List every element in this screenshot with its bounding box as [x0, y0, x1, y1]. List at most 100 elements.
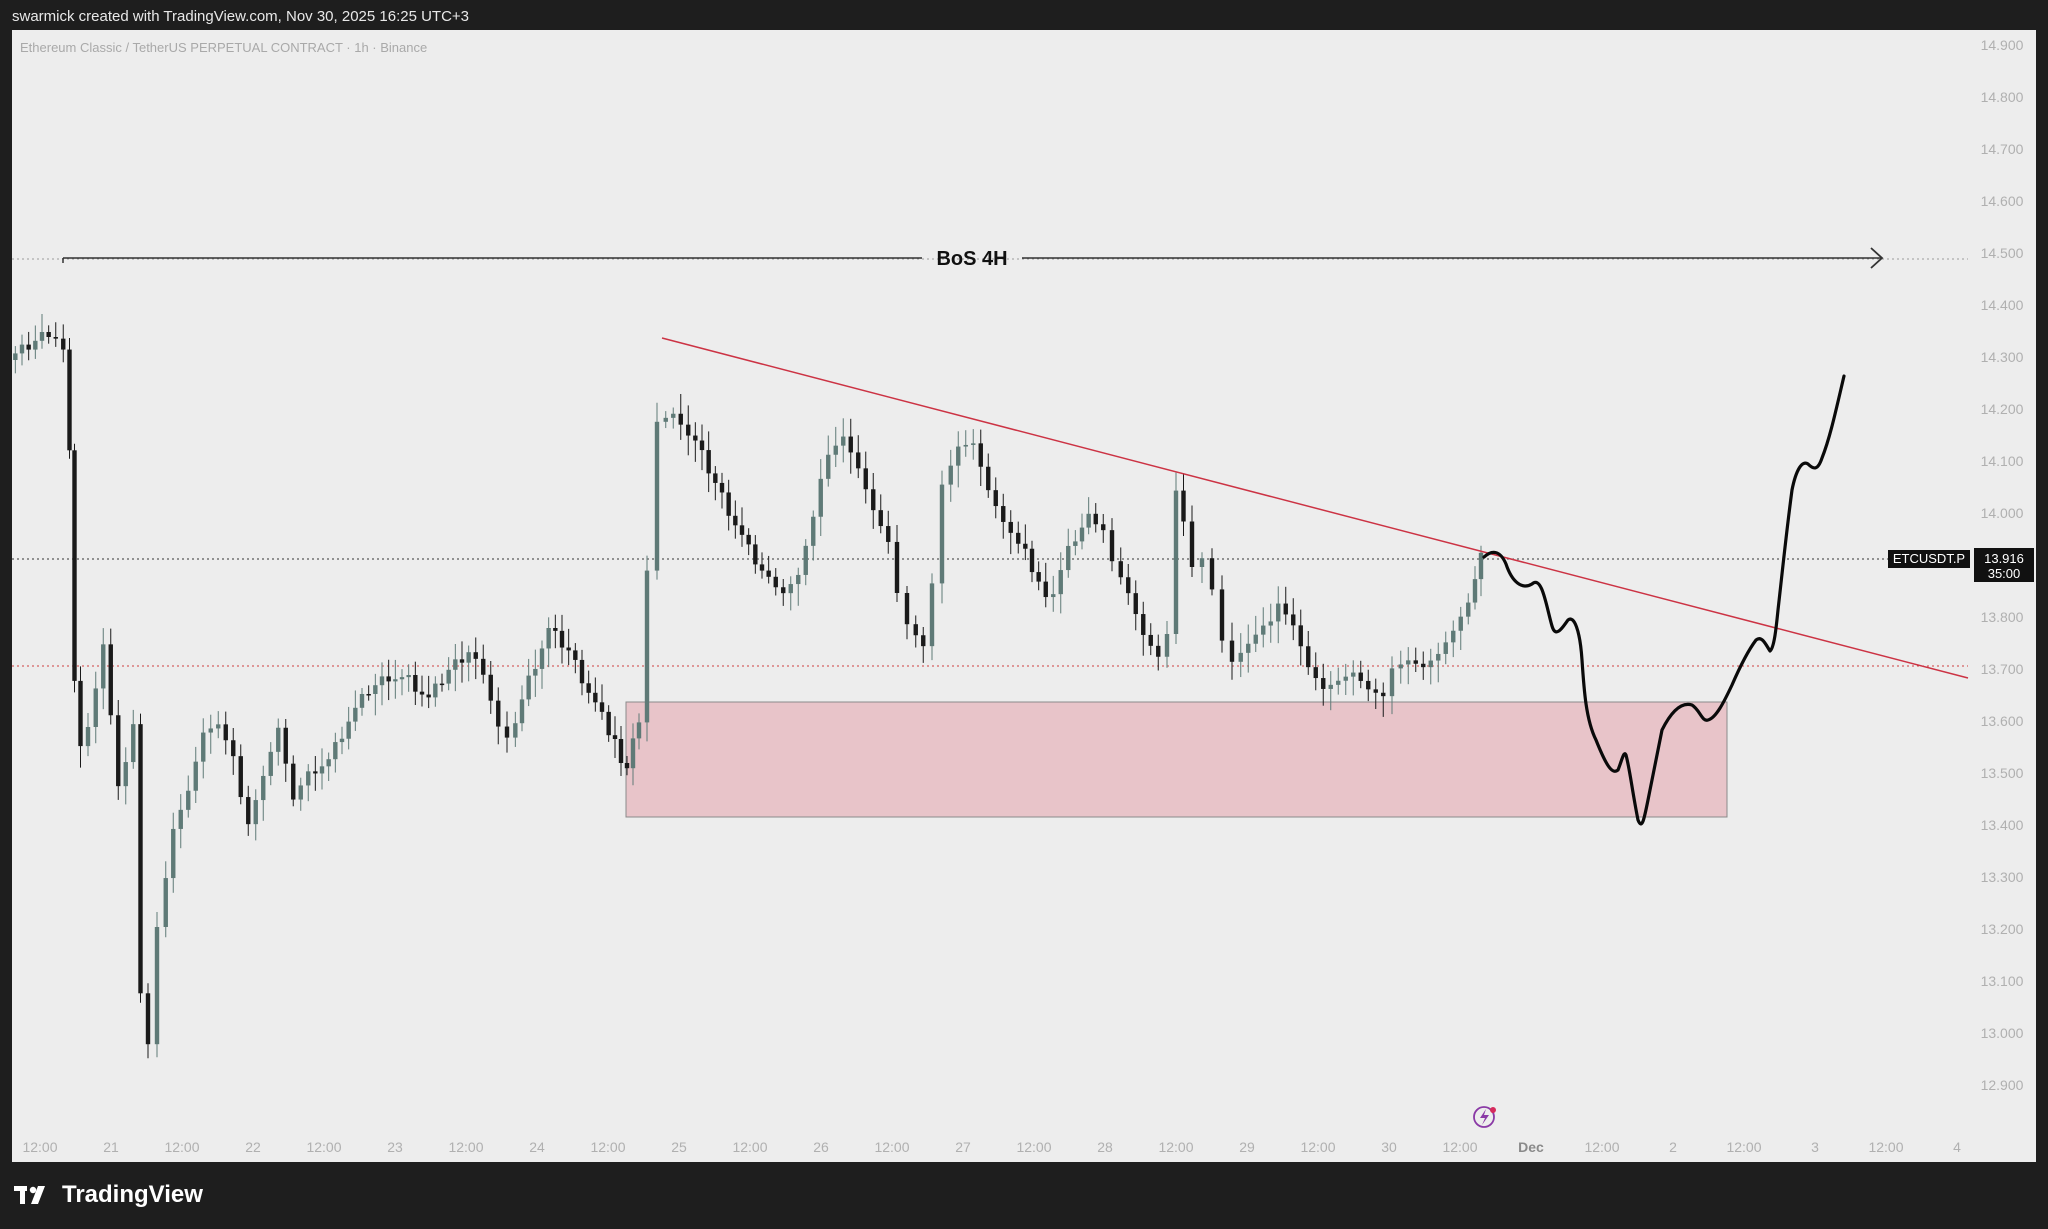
- lightning-icon[interactable]: [1473, 1106, 1496, 1128]
- candle-body: [283, 727, 288, 764]
- candle-body: [138, 724, 143, 994]
- candle-body: [373, 685, 378, 694]
- projected-price-path[interactable]: [1482, 374, 1846, 826]
- candle-body: [504, 726, 510, 738]
- candle-body: [93, 688, 98, 727]
- candle-body: [1351, 672, 1356, 677]
- candle-body: [693, 435, 698, 441]
- price-axis-label: 13.100: [1981, 973, 2024, 989]
- candle-body: [733, 515, 738, 526]
- candle-body: [663, 417, 668, 422]
- candle-body: [1268, 621, 1273, 626]
- demand-zone-rect[interactable]: [625, 701, 1728, 818]
- candle-body: [1398, 664, 1403, 669]
- candle-body: [1073, 541, 1078, 546]
- candle-body: [101, 644, 106, 689]
- candle-body: [630, 738, 636, 769]
- candle-body: [1051, 594, 1056, 598]
- candle-body: [171, 828, 176, 879]
- candle-body: [238, 756, 243, 798]
- candle-body: [33, 340, 38, 350]
- candle-body: [1016, 532, 1021, 544]
- candle-body: [145, 993, 151, 1045]
- candle-body: [636, 722, 642, 739]
- candle-body: [1036, 572, 1041, 582]
- candle-body: [1373, 689, 1378, 693]
- price-axis-label: 14.100: [1981, 453, 2024, 469]
- candle-body: [1141, 614, 1146, 635]
- time-axis-label: 30: [1381, 1139, 1397, 1155]
- time-axis-label: 3: [1811, 1139, 1819, 1155]
- candle-body: [1389, 668, 1395, 697]
- candle-body: [526, 675, 531, 700]
- brand-name: TradingView: [62, 1181, 203, 1208]
- candle-body: [1291, 614, 1296, 626]
- candle-body: [1229, 640, 1235, 662]
- header-bar: swarmick created with TradingView.com, N…: [0, 0, 2048, 30]
- candle-body: [856, 452, 861, 469]
- candle-body: [1298, 625, 1303, 647]
- candle-body: [253, 800, 258, 825]
- ticker-label-group[interactable]: ETCUSDT.P: [1888, 550, 1970, 568]
- candle-body: [1313, 667, 1318, 679]
- time-axis-label: 22: [245, 1139, 261, 1155]
- time-axis[interactable]: 12:00 21 12:00 22 12:00 23 12:00 24 12:00 25 12:00…: [22, 1139, 1961, 1155]
- candle-body: [1086, 513, 1091, 528]
- candle-body: [1343, 676, 1348, 681]
- candle-body: [1472, 579, 1478, 603]
- candle-body: [67, 349, 72, 451]
- candle-body: [473, 652, 478, 659]
- last-price-value: 13.916: [1984, 551, 2024, 566]
- candle-body: [986, 466, 991, 491]
- candle-body: [811, 516, 816, 546]
- candle-body: [788, 584, 793, 594]
- candle-body: [546, 628, 551, 649]
- candle-body: [261, 775, 266, 801]
- candle-body: [1156, 645, 1161, 657]
- price-axis-label: 14.800: [1981, 89, 2024, 105]
- candle-body: [886, 526, 891, 542]
- price-axis-label: 13.600: [1981, 713, 2024, 729]
- candle-body: [818, 478, 823, 517]
- time-axis-label: 12:00: [448, 1139, 483, 1155]
- ticker-label: ETCUSDT.P: [1893, 551, 1965, 566]
- time-axis-label: 24: [529, 1139, 545, 1155]
- candle-body: [246, 797, 251, 825]
- candle-body: [326, 759, 331, 767]
- candle-body: [333, 742, 338, 760]
- candle-body: [1406, 660, 1411, 665]
- candle-body: [346, 721, 351, 739]
- candle-body: [871, 489, 876, 511]
- chart-pane[interactable]: Ethereum Classic / TetherUS PERPETUAL CO…: [12, 30, 2036, 1162]
- candle-body: [453, 659, 458, 670]
- candle-body: [759, 564, 765, 571]
- candle-body: [719, 482, 725, 493]
- candle-body: [533, 668, 538, 676]
- brand-logo[interactable]: TradingView: [14, 1180, 203, 1210]
- candle-body: [231, 740, 236, 757]
- candle-body: [599, 702, 605, 712]
- candle-body: [699, 440, 705, 451]
- candle-body: [841, 436, 846, 446]
- candle-body: [654, 421, 660, 571]
- candle-body: [178, 809, 183, 829]
- bos-annotation-label[interactable]: BoS 4H: [936, 248, 1007, 270]
- candle-body: [1321, 678, 1326, 689]
- candle-body: [706, 450, 711, 474]
- time-axis-label: 12:00: [1584, 1139, 1619, 1155]
- candle-body: [1181, 490, 1186, 522]
- price-axis-label: 13.000: [1981, 1025, 2024, 1041]
- descending-trendline[interactable]: [661, 337, 1969, 679]
- time-axis-label: 12:00: [732, 1139, 767, 1155]
- candle-body: [1199, 558, 1205, 567]
- candle-body: [586, 683, 591, 693]
- candle-body: [46, 332, 51, 337]
- price-axis-label: 13.300: [1981, 869, 2024, 885]
- candle-body: [426, 694, 431, 698]
- candle-body: [1043, 581, 1048, 598]
- last-price-badge[interactable]: 13.916 35:00: [1974, 548, 2034, 582]
- candle-body: [746, 534, 751, 545]
- time-axis-label: 12:00: [874, 1139, 909, 1155]
- candle-body: [366, 694, 371, 696]
- candle-body: [644, 570, 650, 723]
